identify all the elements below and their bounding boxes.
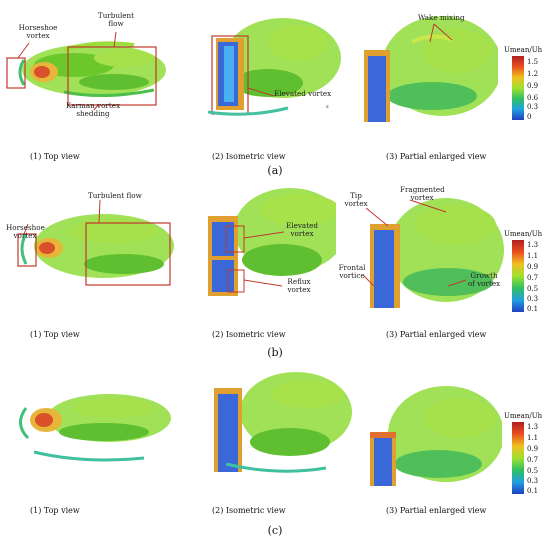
vortex-isosurface-zoom-a [364,16,498,122]
row-label-c: (c) [267,524,283,537]
wake-mixing-label: Wake mixing [418,13,465,22]
colorbar-c-tick: 0.1 [527,487,539,495]
caption-c1: (1) Top view [30,506,80,515]
row-label-a: (a) [267,164,283,177]
elevated-vortex-label: Elevated vortex [274,89,332,98]
colorbar-c-tick: 0.5 [527,467,539,475]
colorbar-c-tick: 0.9 [527,445,539,453]
colorbar-a-tick: 0.3 [527,103,539,111]
colorbar-b-tick: 0.3 [527,295,539,303]
row-c-isometric-view [196,364,356,480]
caption-c3: (3) Partial enlarged view [386,506,487,515]
frontal-vortice-label: Frontal vortice [338,263,366,280]
vortex-isosurface-iso-b [208,188,346,296]
vortex-isosurface-zoom-b [363,198,504,308]
colorbar-b-tick: 0.9 [527,263,539,271]
row-a-isometric-view: Elevated vortex z [188,8,346,122]
row-a-enlarged-view: Wake mixing [362,6,498,122]
colorbar-b-tick: 0.7 [527,274,539,282]
horseshoe-vortex-label-b: Horseshoe vortex [6,223,45,240]
vortex-isosurface-top-b [17,199,174,286]
row-label-b: (b) [267,346,283,359]
elevated-vortex-label-b: Elevated vortex [286,221,318,238]
caption-c2: (2) Isometric view [212,506,286,515]
colorbar-a-tick: 0 [527,113,532,121]
vortex-isosurface-iso-a [207,18,341,116]
row-c-top-view [4,372,174,472]
colorbar-b-tick: 0.1 [527,305,539,313]
colorbar-c-title: Umean/Uh [504,412,543,420]
karman-vortex-label: Karman vortex shedding [65,101,121,118]
row-b-enlarged-view: Tip vortex Fragmented vortex Frontal vor… [336,180,504,308]
colorbar-b-tick: 0.5 [527,285,539,293]
colorbar-b-title: Umean/Uh [504,230,543,238]
colorbar-c-tick: 1.1 [527,434,539,442]
turbulent-flow-label-b: Turbulent flow [88,191,142,200]
row-c-enlarged-view [366,378,502,486]
vortex-isosurface-top-a [6,31,166,111]
colorbar-a-tick: 1.2 [527,70,539,78]
colorbar-a-title: Umean/Uh [504,46,543,54]
vortex-isosurface-zoom-c [370,386,502,486]
fragmented-vortex-label: Fragmented vortex [400,185,445,202]
colorbar-c [512,422,524,494]
reflux-vortex-label: Reflux vortex [287,277,311,294]
colorbar-b-tick: 1.1 [527,252,539,260]
tip-vortex-label: Tip vortex [344,191,368,208]
colorbar-c-tick: 0.3 [527,477,539,485]
colorbar-b [512,240,524,312]
colorbar-b-tick: 1.3 [527,241,539,249]
caption-a2: (2) Isometric view [212,152,286,161]
caption-b3: (3) Partial enlarged view [386,330,487,339]
row-a-top-view: Horseshoe vortex Turbulent flow Karman v… [4,10,170,120]
caption-b2: (2) Isometric view [212,330,286,339]
colorbar-a-tick: 0.9 [527,82,539,90]
axis-triad-a-iso: z [326,104,329,110]
caption-a3: (3) Partial enlarged view [386,152,487,161]
caption-a1: (1) Top view [30,152,80,161]
caption-b1: (1) Top view [30,330,80,339]
growth-of-vortex-label: Growth of vortex [467,271,501,288]
colorbar-a-tick: 1.5 [527,58,539,66]
turbulent-flow-label: Turbulent flow [97,11,135,28]
horseshoe-vortex-label: Horseshoe vortex [18,23,58,40]
colorbar-a [512,56,524,120]
colorbar-a-tick: 0.6 [527,94,539,102]
colorbar-c-tick: 1.3 [527,423,539,431]
vortex-isosurface-iso-c [214,372,352,473]
vortex-isosurface-top-c [19,394,171,462]
colorbar-c-tick: 0.7 [527,456,539,464]
row-b-isometric-view: Elevated vortex Reflux vortex [190,180,350,302]
row-b-top-view: Horseshoe vortex Turbulent flow [4,186,174,298]
